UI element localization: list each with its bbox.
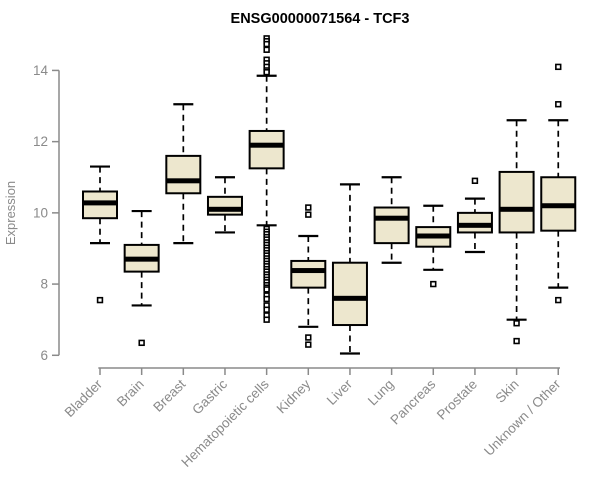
outlier-point [305, 341, 312, 348]
y-axis-label: Expression [3, 181, 18, 245]
outlier-point [138, 339, 145, 347]
chart-title: ENSG00000071564 - TCF3 [231, 11, 410, 27]
iqr-box [498, 170, 535, 234]
iqr-box [165, 154, 202, 195]
outlier-point [305, 204, 312, 211]
box-prostate [456, 177, 493, 254]
outlier-point [471, 177, 479, 185]
box-gastric [206, 176, 243, 234]
x-tick-label: Breast [150, 376, 188, 414]
y-tick-label: 14 [33, 63, 49, 78]
iqr-box [456, 211, 493, 234]
median-line [374, 215, 409, 221]
iqr-box [290, 259, 327, 289]
box-bladder [82, 165, 118, 304]
outlier-point [513, 320, 520, 327]
median-line [541, 203, 576, 209]
median-line [332, 295, 367, 301]
iqr-box [373, 206, 410, 245]
median-line [249, 142, 284, 148]
x-tick-label: Skin [493, 377, 522, 406]
outlier-point [263, 46, 270, 53]
y-tick-label: 6 [40, 348, 48, 363]
median-line [291, 268, 326, 274]
y-axis: 6 8 10 12 14 [33, 63, 60, 363]
y-tick-label: 10 [33, 205, 48, 220]
box-lung [373, 176, 410, 264]
median-line [83, 200, 117, 206]
outlier-point [555, 296, 562, 304]
outlier-point [430, 280, 437, 288]
box-hematopoietic-cells [248, 35, 285, 323]
iqr-box [248, 129, 285, 170]
box-liver [331, 183, 368, 355]
x-tick-label: Pancreas [387, 376, 438, 427]
box-breast [165, 103, 202, 245]
x-tick-label: Bladder [62, 376, 106, 420]
box-kidney [290, 204, 327, 348]
outlier-point [96, 296, 104, 304]
box-pancreas [415, 204, 452, 288]
x-tick-label: Unknown / Other [481, 376, 564, 459]
box-skin [498, 119, 535, 345]
median-line [416, 233, 451, 239]
outlier-point [513, 337, 520, 345]
median-line [207, 206, 242, 212]
x-tick-label: Prostate [434, 377, 480, 423]
outlier-point [263, 69, 270, 76]
median-line [457, 222, 492, 228]
x-tick-label: Lung [365, 377, 397, 409]
median-line [124, 256, 159, 262]
iqr-box [206, 195, 243, 216]
median-line [499, 206, 534, 212]
median-line [166, 178, 201, 184]
x-tick-label: Kidney [274, 376, 314, 416]
y-tick-label: 8 [40, 277, 48, 292]
box-unknown-other [540, 63, 577, 304]
x-tick-label: Liver [324, 376, 356, 408]
x-tick-label: Gastric [189, 376, 230, 417]
box-brain [123, 209, 160, 347]
outlier-point [263, 286, 270, 293]
outlier-point [305, 334, 312, 341]
iqr-box [331, 261, 368, 327]
outlier-point [555, 63, 562, 71]
x-tick-label: Brain [114, 377, 147, 410]
outlier-point [555, 101, 562, 108]
outlier-point [263, 316, 270, 323]
outlier-point [263, 295, 270, 303]
outlier-point [305, 211, 312, 218]
boxes-layer [82, 35, 577, 355]
outlier-point [263, 306, 270, 313]
y-tick-label: 12 [33, 134, 48, 149]
outlier-point [263, 40, 270, 48]
